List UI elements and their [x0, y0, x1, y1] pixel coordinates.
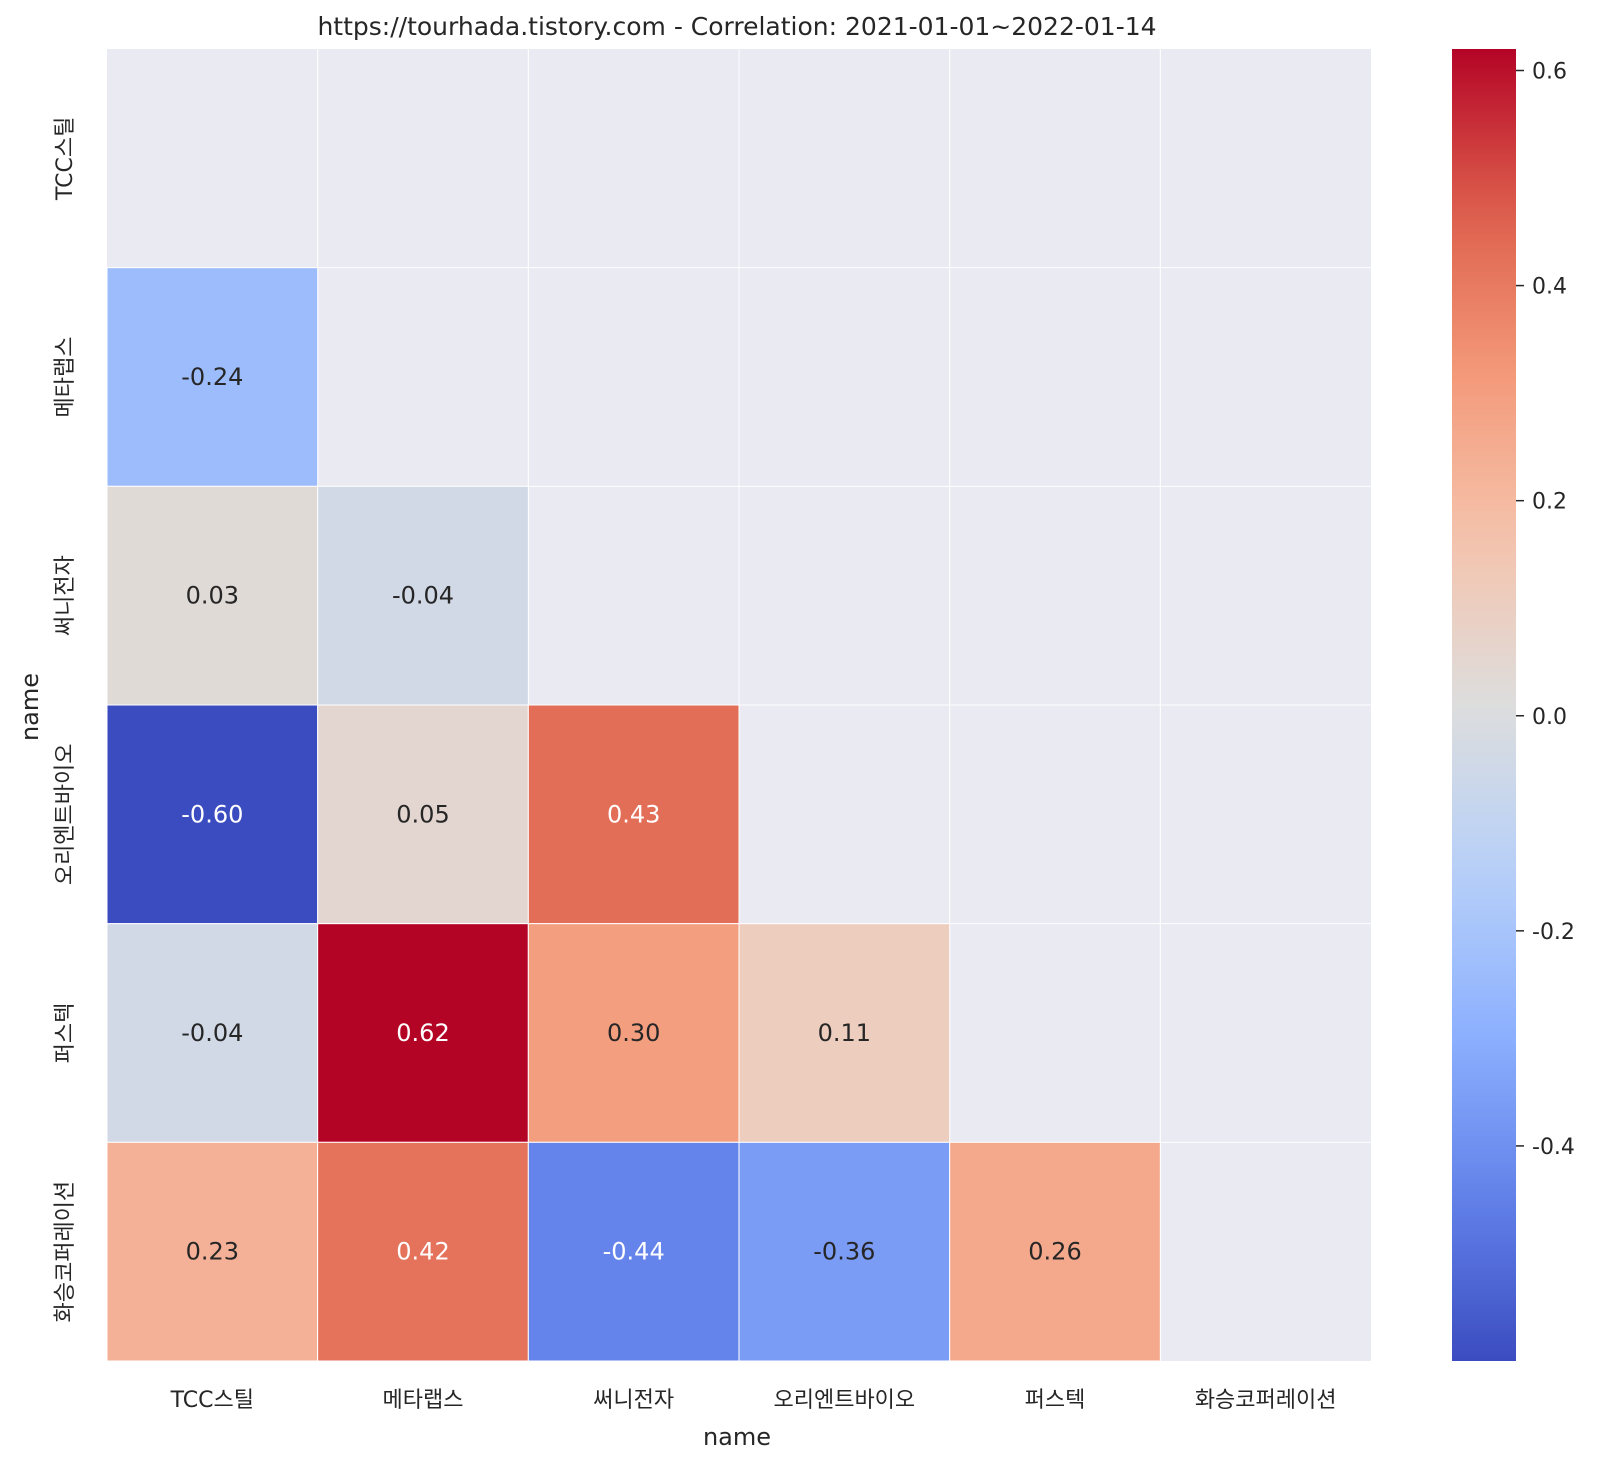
heatmap-cell-value: 0.03: [186, 582, 239, 610]
heatmap-cell-value: 0.05: [396, 800, 449, 828]
colorbar-tick-label: 0.6: [1532, 60, 1567, 85]
heatmap-cell-value: -0.04: [181, 1019, 243, 1047]
y-axis-label: name: [16, 673, 44, 741]
x-tick-label: 메타랩스: [383, 1388, 464, 1413]
heatmap-cell-value: 0.30: [607, 1019, 660, 1047]
heatmap-cell: [738, 923, 951, 1143]
heatmap-cell: [949, 1141, 1161, 1362]
heatmap-cell-value: -0.36: [813, 1238, 875, 1266]
colorbar-tick-label: -0.2: [1532, 920, 1575, 945]
y-tick-label: 메타랩스: [53, 337, 78, 418]
heatmap-cell: [106, 1141, 319, 1362]
colorbar-tick-label: 0.2: [1532, 490, 1567, 515]
heatmap-cell-value: 0.43: [607, 800, 660, 828]
heatmap-cell: [317, 485, 529, 706]
heatmap-cell-value: -0.44: [603, 1238, 665, 1266]
colorbar-tick-label: -0.4: [1532, 1135, 1575, 1160]
heatmap-cell: [106, 485, 319, 706]
x-tick-label: 오리엔트바이오: [773, 1388, 915, 1413]
x-axis-ticks: TCC스틸 메타랩스 써니전자 오리엔트바이오 퍼스텍 화승코퍼레이션: [170, 1388, 1337, 1413]
colorbar: [1452, 49, 1516, 1361]
y-tick-label: 화승코퍼레이션: [53, 1181, 78, 1323]
colorbar-tick-label: 0.0: [1532, 705, 1567, 730]
heatmap-cell: [106, 704, 319, 925]
colorbar-ticks: -0.4 -0.2 0.0 0.2 0.4 0.6: [1516, 60, 1575, 1160]
heatmap-cell: [106, 923, 319, 1143]
heatmap-cell-value: -0.04: [392, 582, 454, 610]
heatmap-cell: [106, 267, 319, 487]
heatmap-cell-value: 0.23: [186, 1238, 239, 1266]
heatmap-cell-value: 0.11: [818, 1019, 871, 1047]
heatmap-cell: [738, 1141, 951, 1362]
heatmap-cell: [527, 1141, 740, 1362]
heatmap-cell-value: -0.24: [181, 363, 243, 391]
y-tick-label: 오리엔트바이오: [53, 743, 78, 885]
x-tick-label: 퍼스텍: [1025, 1388, 1086, 1413]
heatmap-cell-value: 0.26: [1028, 1238, 1081, 1266]
x-tick-label: 화승코퍼레이션: [1195, 1388, 1337, 1413]
y-tick-label: 써니전자: [53, 555, 78, 636]
x-tick-label: TCC스틸: [170, 1388, 254, 1413]
colorbar-tick-label: 0.4: [1532, 275, 1567, 300]
heatmap-cell-value: 0.42: [396, 1238, 449, 1266]
x-tick-label: 써니전자: [593, 1388, 674, 1413]
heatmap-cell: [527, 923, 740, 1143]
y-tick-label: TCC스틸: [53, 117, 78, 201]
chart-title: https://tourhada.tistory.com - Correlati…: [317, 12, 1156, 41]
heatmap-cell-value: 0.62: [396, 1019, 449, 1047]
x-axis-label: name: [703, 1423, 771, 1451]
heatmap-cell: [317, 1141, 529, 1362]
heatmap-cell: [317, 704, 529, 925]
heatmap-cell-value: -0.60: [181, 800, 243, 828]
y-tick-label: 퍼스텍: [53, 1003, 78, 1064]
heatmap-grid: -0.24 0.03 -0.04 -0.60 0.05 0.43 -0.04 0.62 0.30…: [106, 49, 1371, 1362]
